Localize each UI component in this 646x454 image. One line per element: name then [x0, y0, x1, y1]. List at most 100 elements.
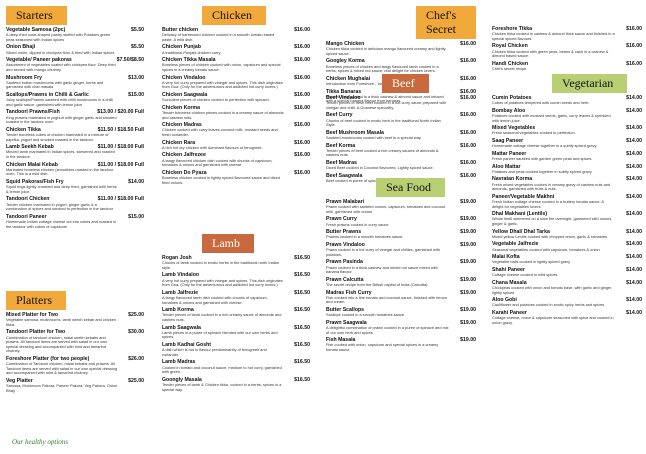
menu-item-name: Dhal Makhani (Lentils): [492, 211, 548, 218]
menu-item: Madras Fish Curry $19.00 Fish cooked into …: [326, 290, 476, 305]
chefs-secret-list-left: Mango Chicken $16.00 Chicken tikka cooked …: [326, 41, 476, 104]
menu-item-price: $16.00: [294, 122, 310, 129]
menu-item-description: King prawns marinated in yoghurt with gi…: [6, 114, 117, 125]
menu-item: Chicken Tikka $11.50 / $18.50 Full Tender …: [6, 127, 144, 142]
section-title-beef: Beef: [382, 74, 429, 93]
menu-item-price: $16.00: [294, 27, 310, 33]
menu-item-price: $16.50: [294, 272, 310, 279]
menu-item: Aloo Mattar $14.00 Potatoes and peas cooke…: [492, 164, 642, 175]
menu-item-name: Onion Bhaji: [6, 44, 36, 51]
menu-item: Tandoori Chicken $11.00 / $18.00 Full Tend…: [6, 196, 144, 211]
menu-item-price: $16.50: [294, 341, 310, 348]
menu-item-price: $16.00: [294, 169, 310, 176]
menu-item-description: A rich hot dry chicken with dominant fla…: [162, 144, 263, 150]
section-title-chicken: Chicken: [202, 6, 266, 25]
menu-item-price: $16.50: [294, 289, 310, 296]
menu-item: Chicken Madras $16.00 Chicken cooked with …: [162, 122, 310, 137]
menu-item-price: $16.50: [294, 255, 310, 261]
menu-item: Malai Kofta $14.00 Vegetable balls cooked …: [492, 254, 642, 265]
menu-item-price: $14.00: [626, 211, 642, 218]
menu-item-name: Chicken Vindaloo: [162, 74, 206, 81]
menu-item-price: $16.00: [460, 41, 476, 47]
menu-item-name: Prawn Calcutta: [326, 276, 364, 283]
menu-item: Onion Bhaji $5.50 Sliced onion, dipped in …: [6, 44, 144, 55]
menu-item-name: Chicken Jalfrezee: [162, 152, 206, 159]
menu-item-description: Succulent pieces of chicken cooked to pe…: [162, 97, 270, 103]
menu-item: Butter Prawns $19.00 Prawns cooked in a sm…: [326, 229, 476, 240]
menu-item: Saag Paneer $14.00 Homemade cottage cheese…: [492, 138, 642, 149]
menu-item-price: $19.00: [460, 276, 476, 283]
menu-item-price: $16.00: [460, 112, 476, 119]
section-lamb: Lamb Rogan Josh $16.50 Chunks of lamb cook…: [162, 234, 310, 392]
menu-item-description: A deep fried cone-shaped pastry stuffed …: [6, 32, 111, 42]
menu-item-description: Sautéed mushrooms cooked with beef in a …: [326, 134, 422, 140]
menu-item-name: Prawn Saagwala: [326, 319, 367, 326]
menu-item-price: $14.00: [626, 228, 642, 235]
beef-list: Beef Vindaloo $16.00 Tender pieces of fres…: [326, 95, 476, 184]
menu-item: Navratan Korma $14.00 Fresh mixed vegetabl…: [492, 176, 642, 191]
menu-item: Rogan Josh $16.50 Chunks of lamb cooked in…: [162, 255, 310, 270]
section-platters: Platters Mixed Platter for Two $25.00 Vege…: [6, 291, 144, 393]
menu-item-description: Chunks of beef cooked in exotic herb in …: [326, 117, 441, 128]
menu-item-name: Lamb Madras: [162, 359, 196, 366]
seafood-list: Prawn Malabari $19.00 Prawn cooked with sa…: [326, 199, 476, 353]
menu-item-name: Beef Madras: [326, 159, 357, 166]
menu-item: Scallops/Prawns in Chilli & Garlic $15.00…: [6, 92, 144, 107]
section-title-seafood: Sea Food: [376, 178, 445, 197]
menu-item-name: Paneer/Vegetable Makhni: [492, 193, 555, 200]
menu-item-name: Butter Scallops: [326, 306, 365, 313]
section-chefs-secret-right: Foreshore Tikka $16.00 Chicken tikka cooke…: [492, 24, 642, 72]
menu-item-description: Combination of Tandoori chicken, malai k…: [6, 361, 118, 376]
menu-item-price: $16.00: [460, 95, 476, 101]
menu-item: Shahi Paneer $14.00 Cottage cheese cooked …: [492, 267, 642, 278]
menu-item: Bombay Aloo $14.00 Potatoes cooked with mu…: [492, 108, 642, 123]
menu-item-price: $14.00: [626, 309, 642, 316]
menu-item: Tandoori Paneer $15.00 Homemade Indian cot…: [6, 214, 144, 229]
menu-item-description: Tender pieces of lamb cooked in a rich c…: [162, 312, 282, 322]
menu-item-description: The secret recipe from the British capit…: [326, 281, 428, 287]
menu-item-name: Prawn Pasinda: [326, 259, 363, 266]
menu-item-price: $13.00: [128, 74, 144, 81]
menu-item-name: Prawn Vindaloo: [326, 241, 365, 248]
menu-item-description: Potatoes and peas cooked together in sub…: [492, 168, 592, 174]
menu-item: Chicken Korma $16.00 Tender boneless chick…: [162, 105, 310, 120]
menu-item-price: $11.00 / $18.00 Full: [97, 196, 144, 203]
section-starters: Starters Vegetable Samosa (2pc) $5.50 A de…: [6, 6, 144, 229]
menu-item-description: Chicken tikka cooked in cashew & almond …: [492, 31, 615, 41]
menu-item-description: Fresh mixed vegetables cooked in creamy …: [492, 181, 611, 192]
menu-item-description: Introduction from Foreshore , 1st time i…: [326, 80, 413, 86]
menu-item-description: Vegetable balls cooked in lightly spiced…: [492, 259, 571, 265]
menu-item-price: $14.00: [128, 178, 144, 185]
menu-item-description: Combination of tandoori chicken, malai s…: [6, 334, 108, 354]
menu-item-description: Juicy scallops/Prawns sautéed with chill…: [6, 97, 114, 107]
menu-item-price: $19.00: [460, 199, 476, 205]
menu-item: Mixed Vegetables $14.00 Fresh seasonal veg…: [492, 125, 642, 136]
menu-item: Chicken Saagwala $16.00 Succulent pieces o…: [162, 92, 310, 103]
section-chicken: Chicken Butter chicken $16.00 Delicacy of …: [162, 6, 310, 185]
menu-item-name: Lamb Seekh Kebab: [6, 144, 54, 151]
menu-item-description: Whole lentil simmered on a slow fire ove…: [492, 216, 613, 226]
menu-item-name: Lamb Vindaloo: [162, 272, 200, 279]
menu-item-name: Googley Korma: [326, 58, 365, 65]
menu-item-name: Chicken Malai Kebab: [6, 161, 58, 168]
menu-item-name: Yellow Dhal/ Dhal Tarka: [492, 228, 550, 235]
menu-item: Prawn Vindaloo $19.00 Prawn cooked in a ho…: [326, 242, 476, 257]
menu-item-description: Samosa, Mushroom Pakora, Paneer Pakora, …: [6, 383, 118, 393]
menu-item: Fish Masala $19.00 Fish cooked with onion,…: [326, 337, 476, 352]
section-title-vegetarian: Vegetarian: [552, 74, 628, 93]
menu-item: Chicken Do Pyaza $16.00 Boneless chicken c…: [162, 170, 310, 185]
menu-item-price: $11.50 / $18.50 Full: [97, 126, 144, 133]
vegetarian-list: Cumin Potatoes $14.00 Cubes of potatoes te…: [492, 95, 642, 325]
menu-item-name: Goongly Masala: [162, 376, 202, 383]
menu-item: Goongly Masala $16.50 Tender pieces of lam…: [162, 377, 310, 392]
menu-item-description: Vegetable samosa, mushrooms, lamb seekh …: [6, 317, 117, 327]
menu-item-name: Chicken Do Pyaza: [162, 169, 207, 176]
menu-item-description: Diced Beef cooked in Coconut flavoured, …: [326, 165, 434, 171]
menu-item-name: Chicken Saagwala: [162, 91, 208, 98]
menu-item-description: Chicken tikka cooked with green peas, be…: [492, 48, 609, 59]
menu-item-price: $16.00: [626, 43, 642, 50]
menu-item-price: $19.00: [460, 216, 476, 223]
menu-item: Beef Korma $16.00 Tender pieces of beef co…: [326, 143, 476, 158]
menu-item-price: $19.00: [460, 319, 476, 326]
menu-item-name: Chicken Madras: [162, 122, 202, 129]
